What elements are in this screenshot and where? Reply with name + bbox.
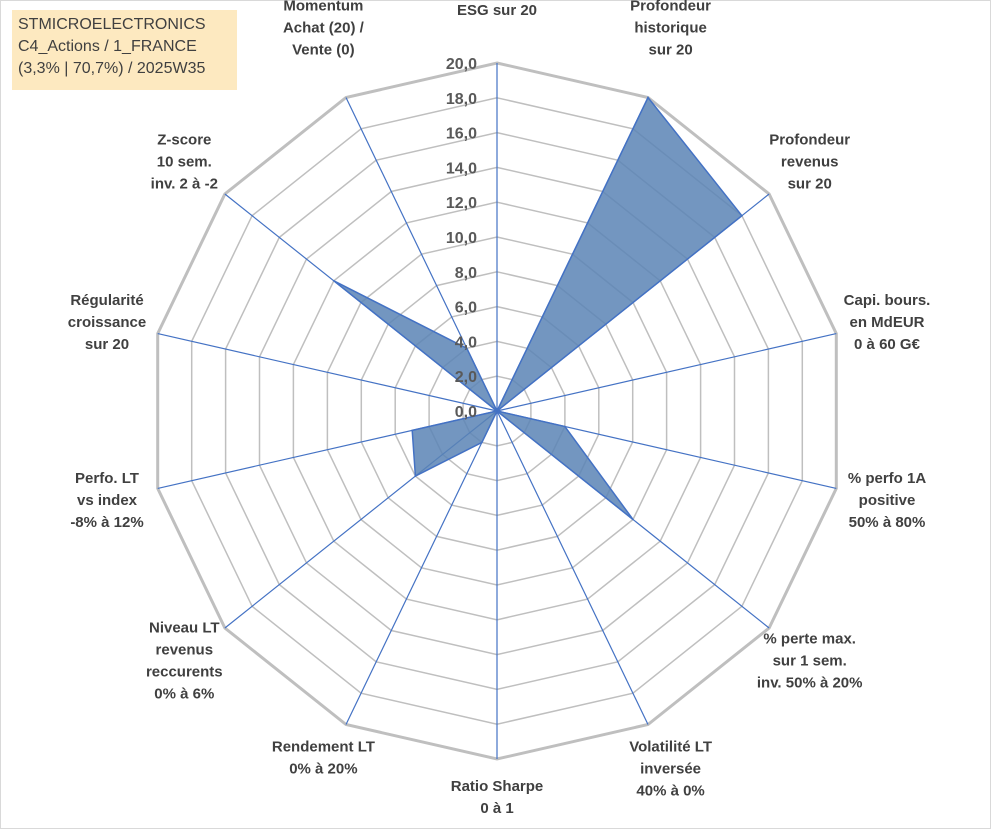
radar-data-point <box>632 518 634 521</box>
radar-data-point <box>414 475 417 477</box>
radar-spoke <box>157 333 498 412</box>
radar-axis-label: NoteESG sur 20 <box>457 0 537 19</box>
radar-tick-label: 2,0 <box>455 369 477 386</box>
radar-tick-label: 12,0 <box>446 195 477 212</box>
radar-tick-label: 0,0 <box>455 404 477 421</box>
radar-spoke <box>496 410 649 725</box>
radar-data-point <box>741 214 743 217</box>
radar-axis-label: Profondeur revenus sur 20 <box>769 132 850 193</box>
radar-axis-label: % perfo 1A positive 50% à 80% <box>848 470 927 531</box>
radar-spoke <box>345 410 498 725</box>
radar-axis-label: Perfo. LT vs index -8% à 12% <box>70 470 143 531</box>
radar-axis-label: Volatilité LT inversée 40% à 0% <box>629 738 712 799</box>
radar-axis-label: Niveau LT revenus reccurents 0% à 6% <box>146 619 223 702</box>
radar-data-point <box>496 410 498 412</box>
radar-axis-label: Capi. bours. en MdEUR 0 à 60 G€ <box>844 292 931 353</box>
radar-data-point <box>647 96 649 99</box>
radar-axis-label: Rendement LT 0% à 20% <box>272 738 375 777</box>
chart-subtitle-line: C4_Actions / 1_FRANCE <box>18 38 197 55</box>
radar-tick-label: 18,0 <box>446 91 477 108</box>
radar-tick-label: 10,0 <box>446 230 477 247</box>
radar-axis-label: Z-score 10 sem. inv. 2 à -2 <box>151 132 218 193</box>
radar-tick-label: 14,0 <box>446 160 477 177</box>
chart-subtitle-line: (3,3% | 70,7%) / 2025W35 <box>18 60 206 77</box>
radar-data-point <box>333 280 335 282</box>
radar-axis-label: Momentum Achat (20) / Vente (0) <box>283 0 365 59</box>
radar-axis-label: Ratio Sharpe 0 à 1 <box>451 778 544 817</box>
radar-tick-label: 4,0 <box>455 334 477 351</box>
chart-title-box: STMICROELECTRONICS C4_Actions / 1_FRANCE… <box>12 10 237 90</box>
radar-data-point <box>564 425 566 428</box>
chart-title-line: STMICROELECTRONICS <box>18 16 206 33</box>
radar-tick-label: 8,0 <box>455 265 477 282</box>
radar-data-point <box>481 441 483 444</box>
radar-axis-label: Profondeur historique sur 20 <box>630 0 711 59</box>
radar-data-point <box>466 347 468 350</box>
radar-series-area <box>333 96 743 521</box>
radar-tick-label: 6,0 <box>455 300 477 317</box>
radar-axis-label: % perte max. sur 1 sem. inv. 50% à 20% <box>757 630 863 691</box>
radar-data-point <box>411 429 414 432</box>
radar-tick-label: 16,0 <box>446 126 477 143</box>
radar-tick-label: 20,0 <box>446 56 477 73</box>
radar-spoke <box>496 333 837 412</box>
radar-axis-label: Régularité croissance sur 20 <box>68 292 146 353</box>
